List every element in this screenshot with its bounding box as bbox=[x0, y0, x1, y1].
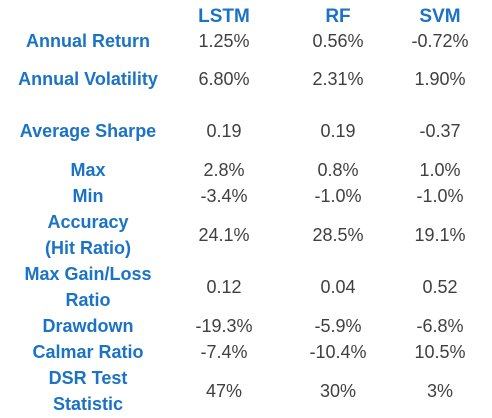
cell-rf: 28.5% bbox=[312, 225, 364, 245]
row-label-line: DSR Test bbox=[48, 368, 128, 388]
row-label-line: Drawdown bbox=[42, 316, 134, 336]
row-label-line: (Hit Ratio) bbox=[45, 238, 131, 258]
row-label-calmar-ratio: Calmar Ratio bbox=[0, 339, 176, 365]
row-label-line: Annual Volatility bbox=[18, 69, 158, 89]
row-label-line: Max bbox=[70, 160, 106, 180]
cell-rf: 0.19 bbox=[320, 121, 356, 141]
cell-lstm: 6.80% bbox=[198, 69, 250, 89]
cell-rf: 30% bbox=[319, 381, 357, 401]
cell-lstm: -7.4% bbox=[200, 342, 248, 362]
cell-rf: 0.56% bbox=[312, 31, 364, 51]
row-label-line: Annual Return bbox=[26, 31, 150, 51]
cell-svm: -0.72% bbox=[411, 31, 469, 51]
column-header-lstm: LSTM bbox=[198, 6, 250, 27]
cell-svm: 19.1% bbox=[414, 225, 466, 245]
row-label-line: Average Sharpe bbox=[19, 121, 157, 141]
row-label-min: Min bbox=[0, 183, 176, 209]
cell-svm: 0.52 bbox=[422, 277, 458, 297]
cell-rf: -1.0% bbox=[314, 186, 362, 206]
column-header-svm: SVM bbox=[419, 6, 461, 27]
row-label-drawdown: Drawdown bbox=[0, 313, 176, 339]
cell-lstm: 0.19 bbox=[206, 121, 242, 141]
row-label-average-sharpe: Average Sharpe bbox=[0, 118, 176, 144]
cell-lstm: -3.4% bbox=[200, 186, 248, 206]
cell-lstm: 0.12 bbox=[206, 277, 242, 297]
row-label-line: Min bbox=[72, 186, 104, 206]
cell-rf: 0.04 bbox=[320, 277, 356, 297]
cell-rf: -5.9% bbox=[314, 316, 362, 336]
cell-svm: -6.8% bbox=[416, 316, 464, 336]
cell-svm: 3% bbox=[426, 381, 453, 401]
cell-rf: -10.4% bbox=[309, 342, 367, 362]
cell-svm: 10.5% bbox=[414, 342, 466, 362]
row-label-max: Max bbox=[0, 157, 176, 183]
cell-lstm: -19.3% bbox=[195, 316, 253, 336]
row-label-line: Calmar Ratio bbox=[32, 342, 144, 362]
column-header-rf: RF bbox=[325, 6, 351, 27]
row-label-max-gain-loss-ratio: Max Gain/Loss Ratio bbox=[0, 261, 176, 313]
row-label-line: Max Gain/Loss bbox=[24, 264, 152, 284]
cell-rf: 2.31% bbox=[312, 69, 364, 89]
row-label-line: Statistic bbox=[52, 394, 124, 414]
cell-svm: 1.90% bbox=[414, 69, 466, 89]
cell-svm: -1.0% bbox=[416, 186, 464, 206]
cell-lstm: 1.25% bbox=[198, 31, 250, 51]
row-label-dsr-test-statistic: DSR Test Statistic bbox=[0, 365, 176, 417]
row-label-accuracy: Accuracy (Hit Ratio) bbox=[0, 209, 176, 261]
row-label-line: Accuracy bbox=[47, 212, 129, 232]
cell-svm: -0.37 bbox=[419, 121, 461, 141]
cell-svm: 1.0% bbox=[419, 160, 461, 180]
cell-lstm: 47% bbox=[205, 381, 243, 401]
cell-lstm: 24.1% bbox=[198, 225, 250, 245]
cell-rf: 0.8% bbox=[317, 160, 359, 180]
row-label-line: Ratio bbox=[65, 290, 111, 310]
cell-lstm: 2.8% bbox=[203, 160, 245, 180]
row-label-annual-return: Annual Return bbox=[0, 28, 176, 54]
row-label-annual-volatility: Annual Volatility bbox=[0, 66, 176, 92]
